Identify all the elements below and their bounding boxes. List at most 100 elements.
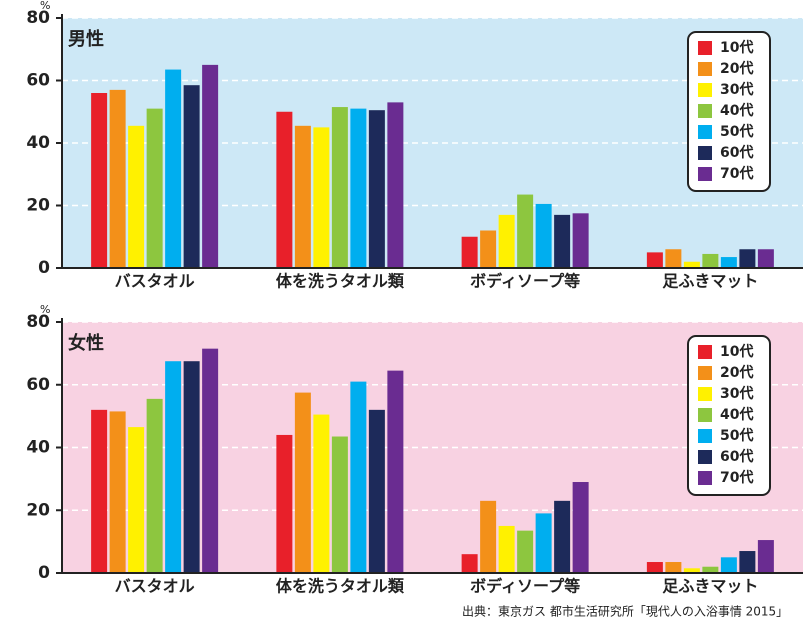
bar	[480, 500, 497, 573]
legend-label: 50代	[720, 123, 753, 140]
bar	[517, 530, 534, 573]
y-tick-label: 40	[26, 133, 50, 153]
x-tick-label: 体を洗うタオル類	[276, 577, 405, 596]
legend-swatch	[698, 125, 712, 139]
y-unit: %	[40, 0, 50, 12]
bar	[461, 236, 478, 268]
bar	[350, 108, 367, 268]
y-tick-label: 60	[26, 375, 50, 395]
y-tick-label: 80	[26, 8, 50, 28]
legend-swatch	[698, 387, 712, 401]
legend-label: 30代	[720, 385, 753, 402]
bar	[646, 562, 663, 573]
x-tick-label: バスタオル	[115, 272, 195, 291]
bar	[109, 89, 126, 268]
bar	[294, 392, 311, 573]
y-unit: %	[40, 303, 50, 316]
legend-label: 20代	[720, 60, 753, 77]
bar	[665, 562, 682, 573]
bar	[572, 482, 589, 573]
legend-label: 50代	[720, 427, 753, 444]
legend-label: 60代	[720, 448, 753, 465]
bar	[554, 500, 571, 573]
bar	[517, 194, 534, 268]
bar	[331, 436, 348, 573]
x-tick-label: バスタオル	[115, 577, 195, 596]
bar	[683, 261, 700, 268]
bar	[109, 411, 126, 573]
bar	[202, 348, 219, 573]
panel-title: 男性	[68, 28, 104, 50]
legend-swatch	[698, 429, 712, 443]
bar	[554, 214, 571, 268]
bar	[535, 203, 552, 268]
legend-label: 70代	[720, 165, 753, 182]
bar	[313, 127, 330, 268]
legend-swatch	[698, 345, 712, 359]
y-tick-label: 0	[38, 258, 50, 278]
bar	[276, 434, 293, 573]
bar	[368, 110, 385, 268]
x-tick-label: 足ふきマット	[662, 577, 758, 596]
bar	[702, 253, 719, 268]
bar	[91, 409, 108, 573]
bar	[739, 551, 756, 573]
x-tick-label: 足ふきマット	[662, 272, 758, 291]
x-tick-label: ボディソープ等	[470, 577, 580, 596]
bar	[331, 107, 348, 268]
bar	[720, 557, 737, 573]
bar	[757, 540, 774, 573]
legend-label: 30代	[720, 81, 753, 98]
legend-swatch	[698, 366, 712, 380]
bar	[387, 370, 404, 573]
bar	[683, 568, 700, 573]
bar	[480, 230, 497, 268]
bar	[572, 213, 589, 268]
bar	[276, 111, 293, 268]
legend-swatch	[698, 471, 712, 485]
bar	[165, 69, 182, 268]
source-note: 出典：東京ガス 都市生活研究所「現代人の入浴事情 2015」	[462, 604, 788, 619]
bar	[739, 249, 756, 268]
legend-label: 10代	[720, 343, 753, 360]
legend-label: 40代	[720, 406, 753, 423]
bar	[387, 102, 404, 268]
legend-label: 40代	[720, 102, 753, 119]
x-tick-label: 体を洗うタオル類	[276, 272, 405, 291]
legend-swatch	[698, 104, 712, 118]
x-tick-label: ボディソープ等	[470, 272, 580, 291]
bar	[498, 214, 515, 268]
legend-swatch	[698, 62, 712, 76]
bar	[183, 85, 200, 268]
legend-swatch	[698, 41, 712, 55]
bar	[368, 409, 385, 573]
y-tick-label: 80	[26, 312, 50, 332]
bar	[313, 414, 330, 573]
y-tick-label: 0	[38, 563, 50, 583]
legend-swatch	[698, 146, 712, 160]
bar	[702, 566, 719, 573]
y-tick-label: 20	[26, 196, 50, 216]
y-tick-label: 60	[26, 71, 50, 91]
bar	[646, 252, 663, 268]
panel-title: 女性	[68, 332, 104, 354]
bar	[128, 427, 145, 573]
bar	[757, 249, 774, 268]
legend-label: 70代	[720, 469, 753, 486]
legend-label: 60代	[720, 144, 753, 161]
bar	[461, 554, 478, 573]
legend-label: 20代	[720, 364, 753, 381]
legend-swatch	[698, 408, 712, 422]
bar	[535, 513, 552, 573]
bar	[202, 64, 219, 268]
bar	[183, 361, 200, 573]
y-tick-label: 20	[26, 500, 50, 520]
bar	[350, 381, 367, 573]
legend-swatch	[698, 83, 712, 97]
y-tick-label: 40	[26, 438, 50, 458]
bar	[146, 398, 163, 573]
legend-swatch	[698, 450, 712, 464]
bar	[720, 257, 737, 268]
